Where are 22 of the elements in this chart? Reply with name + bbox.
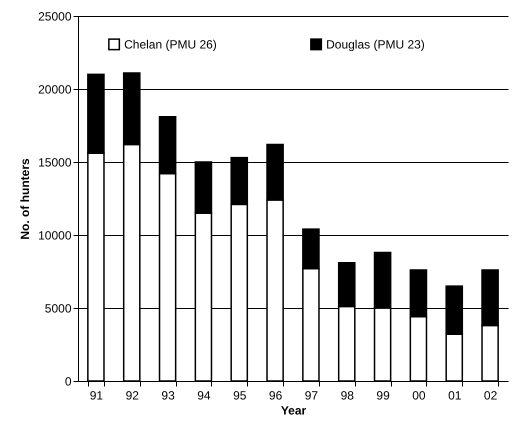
x-tick-label: 00 xyxy=(412,388,426,402)
x-axis-title: Year xyxy=(280,404,307,418)
y-tick-label: 0 xyxy=(64,374,72,388)
y-tick-label: 15000 xyxy=(38,156,72,170)
x-tick-label: 91 xyxy=(90,388,104,402)
x-tick-label: 97 xyxy=(304,388,318,402)
x-tick-label: 96 xyxy=(268,388,283,402)
x-tick-label: 01 xyxy=(448,388,462,402)
y-tick-label: 10000 xyxy=(38,228,72,242)
x-tick-label: 94 xyxy=(197,388,211,402)
x-tick-label: 98 xyxy=(340,388,354,402)
y-tick-label: 20000 xyxy=(38,82,72,96)
y-tick-label: 25000 xyxy=(38,10,72,24)
x-tick-label: 99 xyxy=(376,388,390,402)
x-tick-label: 93 xyxy=(161,388,176,402)
legend-label: Chelan (PMU 26) xyxy=(124,37,217,52)
y-tick-label: 5000 xyxy=(44,302,72,316)
x-tick-label: 02 xyxy=(484,388,498,402)
legend-label: Douglas (PMU 23) xyxy=(326,37,425,52)
x-tick-label: 95 xyxy=(233,388,247,402)
x-tick-label: 92 xyxy=(126,388,140,402)
y-axis-title: No. of hunters xyxy=(18,158,32,240)
